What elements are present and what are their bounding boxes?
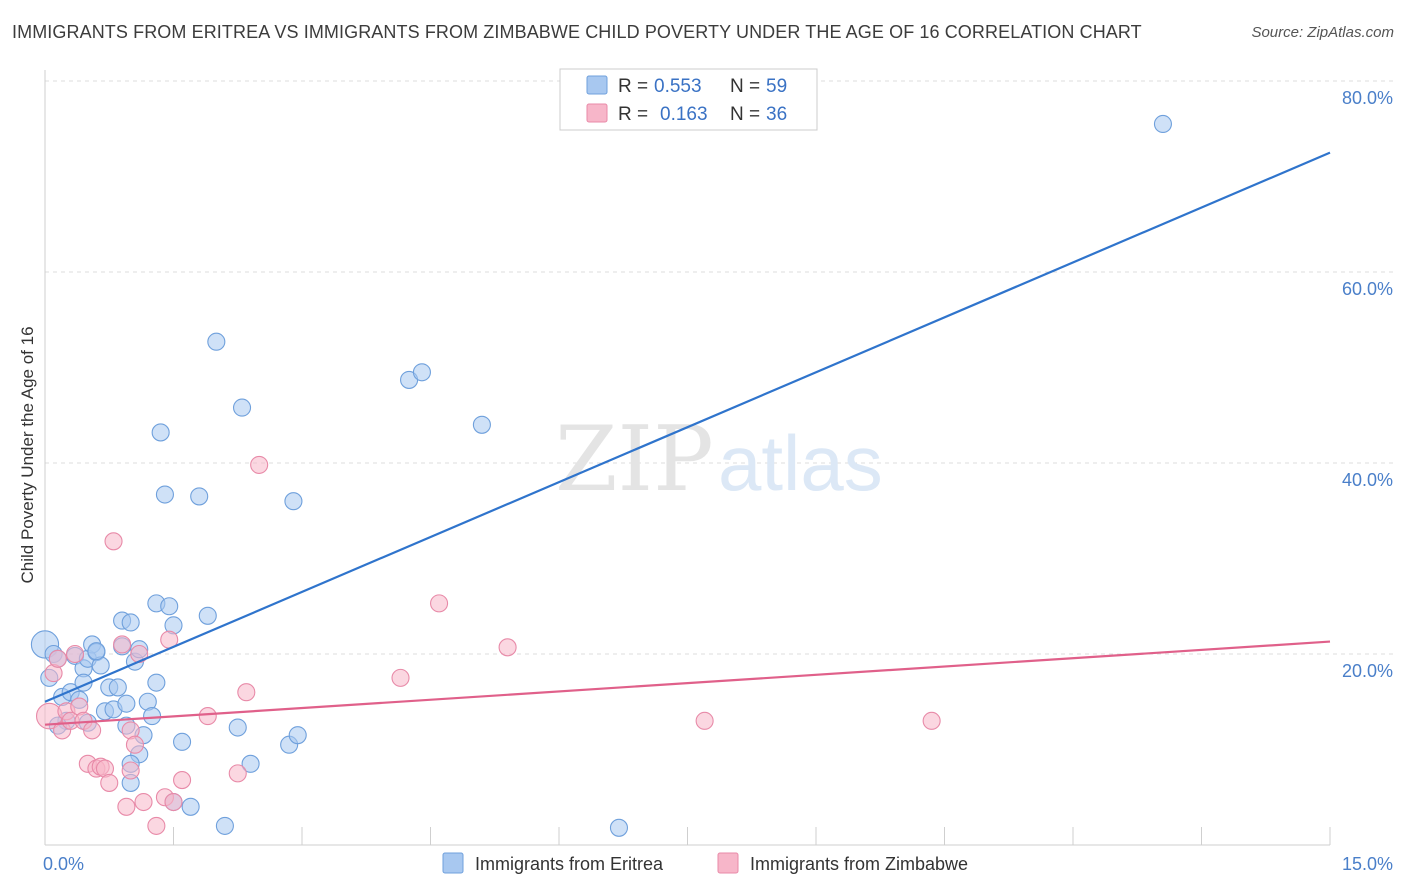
zimbabwe-point	[228, 764, 247, 783]
eritrea-point	[190, 487, 209, 506]
chart-title: IMMIGRANTS FROM ERITREA VS IMMIGRANTS FR…	[12, 22, 1142, 42]
eritrea-point	[241, 754, 260, 773]
eritrea-point	[108, 678, 127, 697]
eritrea-point	[198, 606, 217, 625]
y-tick-label: 20.0%	[1342, 661, 1393, 681]
zimbabwe-point	[498, 638, 517, 657]
zimbabwe-point	[117, 797, 136, 816]
zimbabwe-point	[173, 771, 192, 790]
zimbabwe-point	[100, 773, 119, 792]
eritrea-point	[151, 423, 170, 442]
eritrea-point	[288, 726, 307, 745]
zimbabwe-point	[121, 761, 140, 780]
legend-r-label-1: R =	[618, 76, 648, 97]
zimbabwe-point	[922, 711, 941, 730]
eritrea-point	[173, 732, 192, 751]
y-tick-label: 80.0%	[1342, 88, 1393, 108]
eritrea-point	[472, 415, 491, 434]
zimbabwe-point	[125, 735, 144, 754]
legend-n-label-1: N =	[730, 76, 760, 97]
eritrea-point	[609, 818, 629, 837]
zimbabwe-point	[250, 455, 269, 474]
legend-n-value-2: 36	[766, 104, 787, 125]
eritrea-point	[412, 363, 431, 382]
series-zimbabwe-points	[35, 455, 941, 835]
eritrea-point	[228, 718, 247, 737]
x-tick-label: 0.0%	[43, 854, 84, 874]
watermark: ZIP atlas	[555, 407, 883, 512]
watermark-zip: ZIP	[555, 407, 714, 512]
trendlines	[44, 151, 1331, 726]
zimbabwe-point	[113, 635, 132, 654]
x-tick-label: 15.0%	[1342, 854, 1393, 874]
legend-r-label-2: R =	[618, 104, 648, 125]
eritrea-point	[87, 642, 106, 661]
legend-swatch-blue	[586, 75, 608, 95]
eritrea-point	[181, 797, 200, 816]
legend-n-label-2: N =	[730, 104, 760, 125]
zimbabwe-point	[237, 683, 256, 702]
zimbabwe-point	[164, 792, 183, 812]
eritrea-point	[284, 492, 303, 511]
eritrea-trendline	[44, 151, 1331, 703]
eritrea-point	[207, 332, 226, 351]
bottom-legend-swatch-eritrea	[442, 852, 464, 874]
y-tick-labels: 20.0% 40.0% 60.0% 80.0%	[1342, 88, 1393, 681]
bottom-legend-label-eritrea: Immigrants from Eritrea	[475, 854, 664, 874]
correlation-legend: R = 0.553 N = 59 R = 0.163 N = 36	[559, 68, 818, 131]
legend-r-value-1: 0.553	[654, 76, 702, 97]
zimbabwe-point	[147, 816, 166, 835]
chart-source: Source: ZipAtlas.com	[1251, 24, 1394, 41]
y-tick-label: 40.0%	[1342, 470, 1393, 490]
eritrea-point	[215, 816, 234, 835]
eritrea-point	[232, 398, 252, 417]
eritrea-point	[121, 613, 140, 632]
zimbabwe-point	[430, 594, 449, 613]
legend-swatch-pink	[586, 103, 608, 123]
x-tick-labels: 0.0% 15.0%	[43, 854, 1393, 874]
legend-r-value-2: 0.163	[660, 104, 708, 125]
zimbabwe-point	[198, 707, 217, 726]
bottom-legend-swatch-zimbabwe	[717, 852, 739, 874]
eritrea-point	[1153, 114, 1172, 134]
zimbabwe-point	[65, 644, 85, 664]
eritrea-point	[155, 485, 174, 504]
zimbabwe-trendline	[44, 640, 1331, 726]
legend-n-value-1: 59	[766, 76, 787, 97]
zimbabwe-point	[104, 532, 123, 551]
eritrea-point	[117, 694, 136, 713]
series-legend: Immigrants from Eritrea Immigrants from …	[442, 852, 968, 874]
eritrea-point	[143, 707, 162, 726]
zimbabwe-point	[695, 711, 714, 730]
zimbabwe-point	[83, 721, 102, 740]
y-axis-title: Child Poverty Under the Age of 16	[18, 326, 37, 583]
y-tick-label: 60.0%	[1342, 279, 1393, 299]
eritrea-point	[147, 673, 166, 692]
bottom-legend-label-zimbabwe: Immigrants from Zimbabwe	[750, 854, 968, 874]
watermark-atlas: atlas	[718, 419, 883, 507]
grid-lines	[45, 80, 1395, 655]
eritrea-point	[160, 597, 179, 616]
zimbabwe-point	[391, 668, 410, 687]
zimbabwe-point	[48, 649, 67, 668]
zimbabwe-point	[134, 792, 153, 812]
